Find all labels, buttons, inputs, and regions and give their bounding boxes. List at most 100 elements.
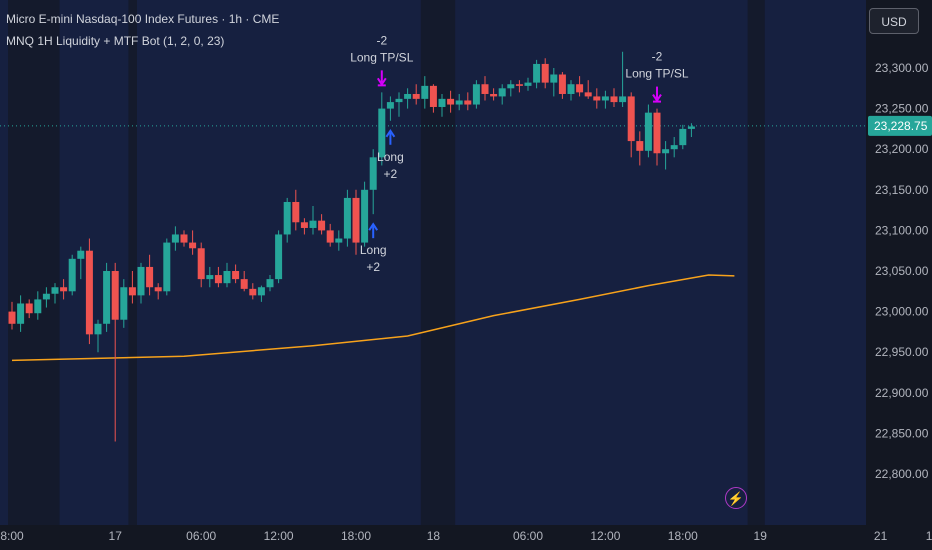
candle-body[interactable]: [636, 141, 644, 151]
candle-body[interactable]: [541, 63, 549, 83]
candle-body[interactable]: [154, 287, 162, 292]
y-tick-label: 23,300.00: [875, 61, 929, 75]
candle-body[interactable]: [550, 74, 558, 83]
candle-body[interactable]: [60, 287, 68, 292]
candle-body[interactable]: [662, 149, 670, 154]
candle-body[interactable]: [386, 102, 394, 109]
y-tick-label: 22,850.00: [875, 426, 929, 440]
candle-body[interactable]: [429, 85, 437, 107]
entry-arrow-icon: [368, 222, 379, 231]
candle-body[interactable]: [472, 84, 480, 105]
candle-body[interactable]: [137, 266, 145, 296]
lightning-icon[interactable]: ⚡: [725, 487, 747, 509]
signal-label: Long: [360, 243, 387, 257]
candle-body[interactable]: [17, 303, 25, 324]
candle-body[interactable]: [283, 201, 291, 235]
candle-body[interactable]: [515, 84, 523, 86]
candle-body[interactable]: [318, 220, 326, 231]
candle-body[interactable]: [679, 128, 687, 146]
candle-body[interactable]: [240, 279, 248, 289]
last-price-label: 23,228.75: [874, 119, 928, 133]
session-band: [128, 0, 137, 525]
y-tick-label: 22,900.00: [875, 386, 929, 400]
candle-body[interactable]: [352, 197, 360, 243]
candle-body[interactable]: [490, 93, 498, 97]
candle-body[interactable]: [197, 248, 205, 280]
session-band: [747, 0, 765, 525]
candle-body[interactable]: [214, 275, 222, 284]
candle-body[interactable]: [206, 275, 214, 280]
candle-body[interactable]: [309, 220, 317, 228]
candle-body[interactable]: [619, 96, 627, 103]
candle-body[interactable]: [232, 271, 240, 280]
candle-body[interactable]: [94, 323, 102, 335]
candle-body[interactable]: [34, 299, 42, 314]
x-tick-label: 12:00: [264, 529, 294, 543]
candle-body[interactable]: [610, 96, 618, 103]
candle-body[interactable]: [163, 242, 171, 292]
candle-body[interactable]: [120, 287, 128, 320]
candle-body[interactable]: [266, 279, 274, 288]
candle-body[interactable]: [8, 311, 16, 324]
candle-body[interactable]: [68, 258, 76, 292]
candle-body[interactable]: [103, 271, 111, 324]
candle-body[interactable]: [85, 250, 93, 335]
candle-body[interactable]: [128, 287, 136, 296]
candle-body[interactable]: [584, 92, 592, 97]
candle-body[interactable]: [171, 234, 179, 243]
candle-body[interactable]: [567, 84, 575, 94]
candle-body[interactable]: [369, 157, 377, 190]
last-price-tag: [868, 115, 932, 136]
candle-body[interactable]: [576, 84, 584, 93]
candle-body[interactable]: [326, 230, 334, 243]
candle-body[interactable]: [644, 112, 652, 151]
candle-body[interactable]: [593, 96, 601, 101]
symbol-title: Micro E-mini Nasdaq-100 Index Futures · …: [6, 12, 280, 26]
candle-body[interactable]: [687, 126, 695, 129]
candle-body[interactable]: [438, 98, 446, 107]
candle-body[interactable]: [404, 93, 412, 99]
candle-body[interactable]: [421, 85, 429, 99]
candle-body[interactable]: [412, 93, 420, 99]
candle-body[interactable]: [42, 293, 50, 300]
candle-body[interactable]: [653, 112, 661, 154]
candle-body[interactable]: [601, 96, 609, 101]
candle-body[interactable]: [498, 88, 506, 97]
candle-body[interactable]: [189, 242, 197, 249]
candle-body[interactable]: [275, 234, 283, 280]
signal-label: -2: [376, 33, 387, 47]
strategy-legend[interactable]: MNQ 1H Liquidity + MTF Bot (1, 2, 0, 23): [6, 34, 225, 48]
candle-body[interactable]: [481, 84, 489, 94]
candle-body[interactable]: [524, 82, 532, 86]
candle-body[interactable]: [249, 288, 257, 296]
y-tick-label: 23,100.00: [875, 223, 929, 237]
x-tick-label: 06:00: [186, 529, 216, 543]
candle-body[interactable]: [455, 100, 463, 105]
y-tick-label: 23,250.00: [875, 102, 929, 116]
candle-body[interactable]: [25, 303, 33, 314]
x-tick-label: 18:00: [341, 529, 371, 543]
candle-body[interactable]: [77, 250, 85, 259]
currency-button[interactable]: USD: [869, 8, 919, 34]
candle-body[interactable]: [51, 287, 59, 294]
candle-body[interactable]: [223, 271, 231, 284]
candle-body[interactable]: [670, 145, 678, 150]
candle-body[interactable]: [257, 287, 265, 296]
candle-body[interactable]: [447, 98, 455, 105]
candle-body[interactable]: [395, 98, 403, 103]
candle-body[interactable]: [111, 271, 119, 320]
candle-body[interactable]: [464, 100, 472, 105]
candle-body[interactable]: [558, 74, 566, 94]
candle-body[interactable]: [292, 201, 300, 223]
candle-body[interactable]: [361, 189, 369, 243]
candle-body[interactable]: [627, 96, 635, 142]
candle-body[interactable]: [507, 84, 515, 89]
candle-body[interactable]: [378, 108, 386, 158]
candle-body[interactable]: [180, 234, 188, 243]
candle-body[interactable]: [335, 238, 343, 243]
candle-body[interactable]: [343, 197, 351, 239]
candle-body[interactable]: [146, 266, 154, 288]
candle-body[interactable]: [533, 63, 541, 83]
candle-body[interactable]: [300, 222, 308, 228]
